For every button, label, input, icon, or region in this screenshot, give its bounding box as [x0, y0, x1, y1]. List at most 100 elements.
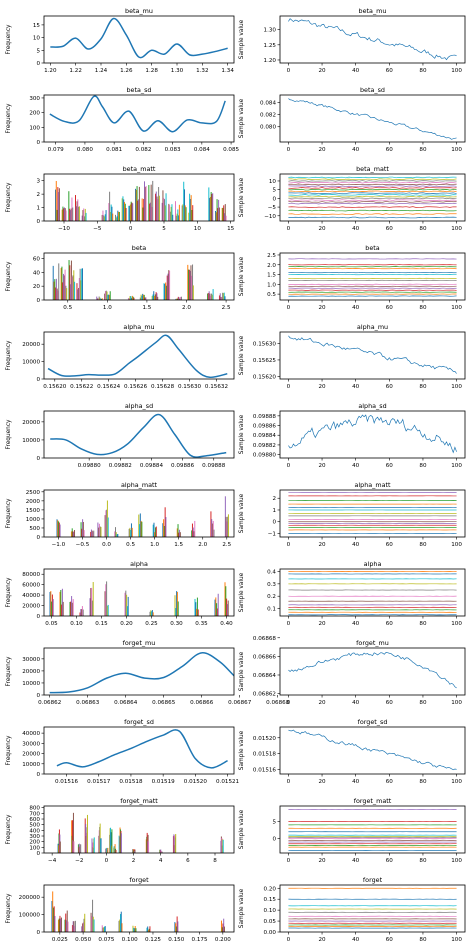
- p2-0-bar-93: [170, 206, 172, 221]
- p7-0-bar-19: [82, 609, 84, 616]
- p6-0-xtick-label-1: −0.5: [76, 542, 90, 548]
- p6-0-bar-70: [224, 496, 226, 537]
- p0-0-title: beta_mu: [125, 7, 153, 15]
- p3-0-bar-45: [108, 294, 110, 300]
- p11-0-xtick-label-3: 0.100: [122, 937, 138, 943]
- p4-1-ytick-label-1: 0.15625: [253, 358, 277, 364]
- p3-0-bar-66: [153, 291, 155, 300]
- p7-0-bar-2: [51, 601, 53, 616]
- p3-0-bar-39: [101, 298, 103, 300]
- p2-0-bar-74: [149, 202, 151, 221]
- p3-0-bar-100: [210, 295, 212, 300]
- p2-0-bar-18: [75, 195, 76, 221]
- p3-0-bar-4: [55, 278, 57, 300]
- p6-0-bar-45: [152, 524, 154, 537]
- p4-1-title: alpha_mu: [357, 323, 388, 331]
- p2-0-bar-47: [118, 211, 120, 221]
- p11-0-bar-8: [60, 918, 62, 932]
- p2-0-bar-80: [156, 196, 158, 221]
- p11-1-xtick-label-5: 100: [451, 937, 462, 943]
- p2-1-trace-15: [288, 183, 457, 186]
- p2-0-bar-111: [190, 195, 192, 221]
- p7-0-bar-27: [106, 581, 108, 616]
- p6-1-ytick-label-0: −1: [268, 531, 277, 537]
- p2-0-bar-116: [209, 196, 211, 221]
- p7-0-bar-38: [151, 610, 153, 616]
- p3-0-bar-68: [154, 294, 156, 300]
- p11-0-bar-15: [71, 925, 73, 932]
- p2-1-trace-19: [288, 176, 457, 179]
- p7-0-bar-42: [176, 591, 178, 616]
- p2-1-trace-6: [288, 199, 457, 201]
- p0-1-ytick-label-2: 1.30: [264, 28, 277, 34]
- p11-0-bar-19: [74, 920, 76, 932]
- p0-1-ytick-label-0: 1.20: [264, 58, 277, 64]
- p1-0-axes-frame: [43, 94, 235, 143]
- p11-0-bar-27: [92, 899, 94, 932]
- p2-0-bar-126: [221, 207, 223, 221]
- p6-0-bar-4: [59, 524, 61, 537]
- p2-0-bar-102: [181, 205, 183, 221]
- p7-0-bar-18: [81, 606, 83, 616]
- p7-0-bar-22: [91, 587, 93, 616]
- p2-0-bar-4: [58, 192, 60, 221]
- p1-1-xtick-label-4: 80: [419, 147, 427, 153]
- p9-1-ytick-label-2: 0.01520: [253, 736, 277, 742]
- p2-0-bar-83: [158, 195, 160, 221]
- p2-0-bar-110: [189, 198, 191, 221]
- p6-0-bar-40: [138, 514, 140, 537]
- p7-0-bar-41: [175, 608, 177, 616]
- p11-0-bar-30: [101, 925, 103, 932]
- p8-1-xtick-label-0: 0: [287, 700, 291, 706]
- p4-1-ylabel: Sample value: [239, 335, 245, 375]
- p7-0-bar-0: [49, 592, 51, 616]
- p3-0-bar-48: [127, 298, 129, 300]
- p2-0-bar-108: [188, 212, 190, 221]
- p2-0-bar-17: [72, 207, 74, 221]
- p4-0-xtick-label-0: 0.15620: [43, 384, 67, 390]
- p6-0-bar-72: [226, 521, 228, 537]
- p3-0-xtick-label-1: 1.0: [103, 305, 112, 311]
- p2-0-bar-48: [121, 198, 123, 221]
- p3-0-bar-11: [63, 273, 64, 300]
- p3-0-bar-56: [139, 297, 141, 300]
- p3-0-bar-50: [129, 296, 131, 300]
- p2-0-bar-86: [163, 197, 165, 221]
- p11-0-axes-frame: [43, 884, 235, 933]
- p2-0-bar-106: [184, 205, 186, 221]
- p7-0-bar-57: [226, 598, 228, 616]
- p2-1-trace-2: [288, 209, 457, 212]
- p6-0-bar-18: [92, 531, 94, 537]
- p3-0-bar-59: [142, 293, 144, 300]
- p2-0-axes-frame: [43, 173, 235, 222]
- p2-0-bar-21: [77, 199, 79, 221]
- p3-0-ytick-label-2: 40: [33, 270, 41, 276]
- p11-0-bar-39: [121, 923, 123, 932]
- p3-0-bar-53: [131, 295, 133, 300]
- p10-0-bar-10: [72, 812, 74, 853]
- p3-0-bar-81: [176, 298, 178, 300]
- p1-0-xtick-label-4: 0.083: [165, 147, 181, 153]
- p6-0-bar-49: [155, 526, 157, 537]
- p9-0-ylabel: Frequency: [6, 735, 12, 766]
- p7-0-xtick-label-4: 0.25: [145, 621, 158, 627]
- p6-0-bar-16: [90, 529, 92, 537]
- p2-0-bar-34: [104, 214, 106, 221]
- p3-0-bar-64: [151, 295, 153, 300]
- p6-1-xtick-label-3: 60: [386, 542, 394, 548]
- p2-1-xtick-label-2: 40: [352, 226, 360, 232]
- p5-0-ytick-label-1: 10000: [22, 438, 40, 444]
- p2-0-bar-35: [105, 210, 107, 221]
- p7-0-xtick-label-6: 0.35: [195, 621, 208, 627]
- p0-1-xtick-label-5: 100: [451, 68, 462, 74]
- p1-0-kde-line: [49, 95, 226, 133]
- p3-0-xtick-label-4: 2.5: [222, 305, 231, 311]
- p10-0-bar-41: [107, 847, 109, 853]
- p2-1-xtick-label-3: 60: [386, 226, 394, 232]
- p10-0-xtick-label-0: −4: [48, 858, 57, 864]
- p11-0-bar-34: [104, 926, 106, 932]
- p2-0-bar-76: [151, 206, 153, 221]
- p8-0-ytick-label-3: 30000: [22, 657, 40, 663]
- p2-0-bar-122: [216, 199, 218, 221]
- p3-0-bar-23: [74, 281, 76, 300]
